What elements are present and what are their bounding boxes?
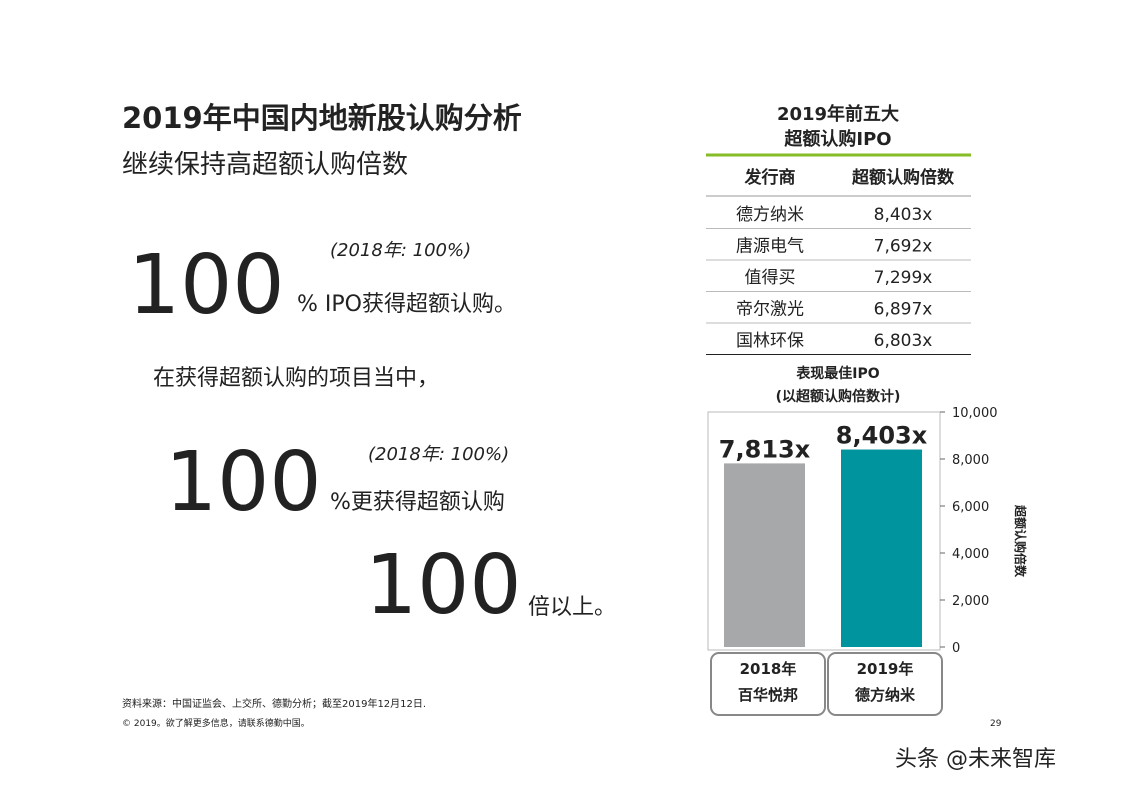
table-title: 超额认购IPO [784,128,891,150]
table-cell: 6,803x [874,331,933,351]
y-tick-label: 4,000 [952,547,989,562]
table-cell: 国林环保 [736,331,804,351]
note: (2018年: 100%) [368,444,509,465]
table-header: 发行商 [744,167,796,188]
big-number: 100 [365,538,522,633]
value-label: 7,813x [719,435,811,463]
x-tick-label: 百华悦邦 [738,686,798,704]
category-box [827,652,943,716]
title: 2019年中国内地新股认购分析 [122,101,522,135]
y-axis-label: 超额认购倍数 [1013,504,1028,578]
big-number: 100 [165,435,322,530]
x-tick-label: 德方纳米 [855,686,916,704]
copyright: © 2019。欲了解更多信息，请联系德勤中国。 [122,717,310,729]
table-cell: 7,299x [874,268,933,288]
highlight-text: 倍以上。 [528,595,616,620]
table-header: 超额认购倍数 [852,167,955,188]
y-tick-label: 10,000 [952,406,998,421]
subtitle: 继续保持高超额认购倍数 [122,150,408,180]
table-cell: 8,403x [874,205,933,225]
bar [724,463,805,647]
table-cell: 德方纳米 [736,205,804,225]
table-title: 2019年前五大 [777,103,899,125]
bar [841,449,922,647]
table-cell: 6,897x [874,300,933,320]
x-tick-label: 2019年 [857,660,914,678]
x-tick-label: 2018年 [740,660,797,678]
value-label: 8,403x [836,422,928,450]
table-cell: 值得买 [745,268,796,288]
y-tick-label: 2,000 [952,594,989,609]
y-tick-label: 6,000 [952,500,989,515]
chart: 0 2,000 4,000 6,000 8,000 10,000 7,813x 2018年百华… [710,406,998,716]
watermark: 头条 @未来智库 [895,747,1056,772]
highlight-text: % IPO获得超额认购。 [297,292,516,317]
category-box [710,652,826,716]
y-tick-label: 0 [952,641,960,656]
highlight-text: %更获得超额认购 [330,490,505,515]
table-cell: 7,692x [874,237,933,257]
note: (2018年: 100%) [330,240,471,261]
chart-title: (以超额认购倍数计) [776,388,901,405]
big-number: 100 [128,238,285,333]
intro-text: 在获得超额认购的项目当中， [153,366,439,391]
table-cell: 唐源电气 [736,236,804,257]
plot-area [707,411,941,651]
page-number: 29 [990,719,1002,729]
chart-title: 表现最佳IPO [795,365,879,382]
y-tick-label: 8,000 [952,453,989,468]
table-cell: 帝尔激光 [736,300,804,320]
source: 资料来源：中国证监会、上交所、德勤分析；截至2019年12月12日. [122,697,426,710]
